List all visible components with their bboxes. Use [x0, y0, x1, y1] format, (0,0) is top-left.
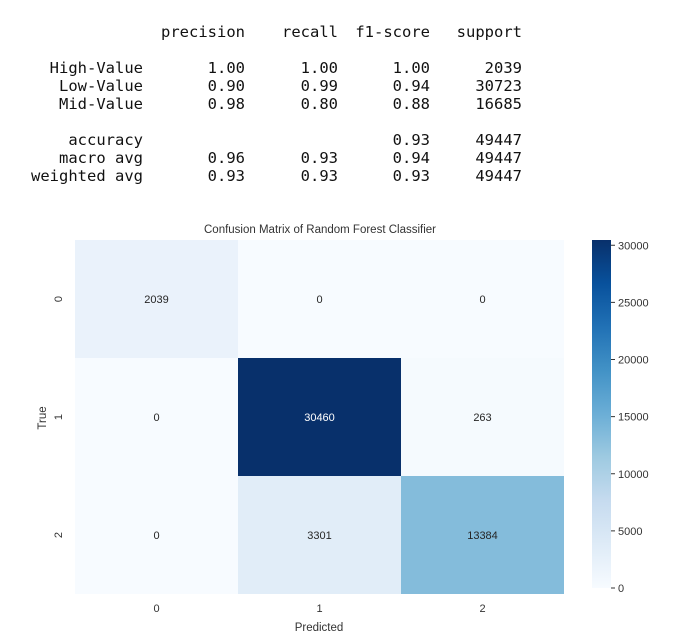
heatmap-cell — [238, 476, 401, 594]
heatmap-cell — [238, 240, 401, 358]
report-cell-support: 30723 — [475, 77, 522, 95]
report-cell-support: 49447 — [475, 149, 522, 167]
report-header-recall: recall — [282, 23, 338, 41]
heatmap-cell-value: 30460 — [304, 412, 335, 424]
x-tick-label: 0 — [153, 603, 159, 615]
report-cell-precision: 0.90 — [207, 77, 245, 95]
heatmap-cell-value: 0 — [153, 412, 159, 424]
report-cell-recall: 0.80 — [300, 95, 338, 113]
heatmap-cell-value: 0 — [153, 530, 159, 542]
y-tick-label: 2 — [53, 532, 65, 538]
heatmap-cell-value: 3301 — [307, 530, 331, 542]
report-cell-f1: 0.93 — [392, 167, 430, 185]
heatmap-cell — [75, 358, 238, 476]
report-row-label: accuracy — [68, 131, 143, 149]
colorbar-tick-label: 5000 — [618, 526, 642, 538]
heatmap-cell-value: 2039 — [144, 294, 168, 306]
y-axis-label: True — [37, 406, 49, 429]
heatmap-cell-value: 263 — [473, 412, 491, 424]
heatmap-cell — [401, 240, 564, 358]
report-cell-precision: 0.96 — [207, 149, 245, 167]
y-tick-label: 0 — [53, 296, 65, 302]
confusion-matrix-chart: Confusion Matrix of Random Forest Classi… — [37, 224, 649, 634]
heatmap-cell — [75, 476, 238, 594]
report-header-support: support — [456, 23, 522, 41]
report-header-precision: precision — [161, 23, 245, 41]
report-cell-f1: 0.94 — [392, 149, 430, 167]
classification-report: precision recall f1-score support High-Value… — [0, 0, 674, 200]
report-row-label: High-Value — [49, 59, 143, 77]
report-row-label: Low-Value — [59, 77, 143, 95]
colorbar-ticks: 0 5000 10000 15000 20000 25000 30000 — [611, 240, 649, 595]
colorbar-tick-label: 20000 — [618, 355, 649, 367]
report-cell-precision: 0.93 — [207, 167, 245, 185]
report-cell-f1: 1.00 — [392, 59, 430, 77]
heatmap-cell-value: 0 — [316, 294, 322, 306]
heatmap-cells: 2039 0 0 0 30460 263 0 3301 13384 — [75, 240, 564, 594]
report-cell-support: 16685 — [475, 95, 522, 113]
report-cell-support: 2039 — [484, 59, 522, 77]
heatmap-cell — [401, 476, 564, 594]
report-cell-f1: 0.93 — [392, 131, 430, 149]
report-header-f1-score: f1-score — [355, 23, 430, 41]
report-cell-support: 49447 — [475, 167, 522, 185]
colorbar-tick-label: 30000 — [618, 240, 649, 252]
colorbar-tick-label: 15000 — [618, 412, 649, 424]
report-cell-recall: 0.93 — [300, 149, 338, 167]
y-tick-label: 1 — [53, 414, 65, 420]
heatmap-cell — [238, 358, 401, 476]
report-cell-support: 49447 — [475, 131, 522, 149]
report-cell-recall: 0.93 — [300, 167, 338, 185]
report-cell-precision: 1.00 — [207, 59, 245, 77]
colorbar-tick-label: 10000 — [618, 469, 649, 481]
y-axis-ticks: 0 1 2 — [53, 296, 65, 538]
report-cell-f1: 0.94 — [392, 77, 430, 95]
report-row-label: Mid-Value — [59, 95, 143, 113]
heatmap-cell-value: 0 — [479, 294, 485, 306]
colorbar — [592, 240, 611, 588]
x-axis-ticks: 0 1 2 — [153, 603, 485, 615]
report-cell-precision: 0.98 — [207, 95, 245, 113]
heatmap-cell — [401, 358, 564, 476]
report-row-label: macro avg — [59, 149, 143, 167]
report-row-label: weighted avg — [31, 167, 143, 185]
heatmap-cell-value: 13384 — [467, 530, 498, 542]
report-cell-recall: 0.99 — [300, 77, 338, 95]
chart-title: Confusion Matrix of Random Forest Classi… — [204, 224, 436, 236]
x-tick-label: 1 — [316, 603, 322, 615]
x-tick-label: 2 — [479, 603, 485, 615]
x-axis-label: Predicted — [295, 622, 344, 634]
report-cell-f1: 0.88 — [392, 95, 430, 113]
colorbar-tick-label: 0 — [618, 583, 624, 595]
report-cell-recall: 1.00 — [300, 59, 338, 77]
colorbar-tick-label: 25000 — [618, 297, 649, 309]
heatmap-cell — [75, 240, 238, 358]
